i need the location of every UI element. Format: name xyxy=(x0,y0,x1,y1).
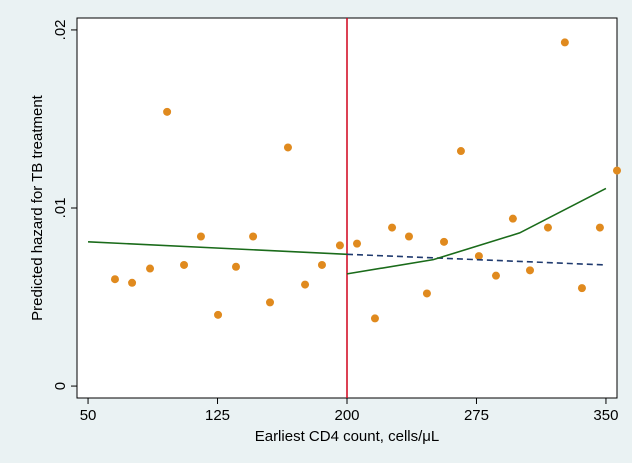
data-point xyxy=(128,278,137,287)
data-point xyxy=(474,252,483,261)
x-tick-label: 275 xyxy=(464,407,489,424)
x-tick-label: 350 xyxy=(593,407,618,424)
data-point xyxy=(388,223,397,232)
x-axis-label: Earliest CD4 count, cells/μL xyxy=(255,428,440,445)
data-point xyxy=(560,38,569,47)
data-point xyxy=(214,310,223,319)
y-tick-label: .01 xyxy=(52,198,69,219)
data-point xyxy=(180,260,189,269)
data-point xyxy=(163,107,172,116)
data-point xyxy=(440,237,449,246)
data-point xyxy=(353,239,362,248)
data-point xyxy=(317,260,326,269)
data-point xyxy=(456,147,465,156)
data-point xyxy=(577,284,586,293)
data-point xyxy=(196,232,205,241)
data-point xyxy=(595,223,604,232)
data-point xyxy=(335,241,344,250)
data-point xyxy=(370,314,379,323)
fit-line xyxy=(346,187,607,275)
data-point xyxy=(508,214,517,223)
data-point xyxy=(301,280,310,289)
data-point xyxy=(491,271,500,280)
data-point xyxy=(422,289,431,298)
data-point xyxy=(404,232,413,241)
y-tick-label: .02 xyxy=(52,20,69,41)
data-point xyxy=(543,223,552,232)
fit-line xyxy=(88,241,348,256)
data-point xyxy=(146,264,155,273)
fit-line xyxy=(346,253,606,266)
data-point xyxy=(266,298,275,307)
x-tick-label: 125 xyxy=(205,407,230,424)
y-tick-label: 0 xyxy=(52,382,69,390)
data-point xyxy=(525,266,534,275)
data-point xyxy=(231,262,240,271)
data-point xyxy=(613,166,621,175)
y-axis-label: Predicted hazard for TB treatment xyxy=(29,94,46,320)
data-point xyxy=(249,232,258,241)
x-tick-label: 200 xyxy=(334,407,359,424)
x-tick-label: 50 xyxy=(80,407,97,424)
data-point xyxy=(283,143,292,152)
data-point xyxy=(110,275,119,284)
